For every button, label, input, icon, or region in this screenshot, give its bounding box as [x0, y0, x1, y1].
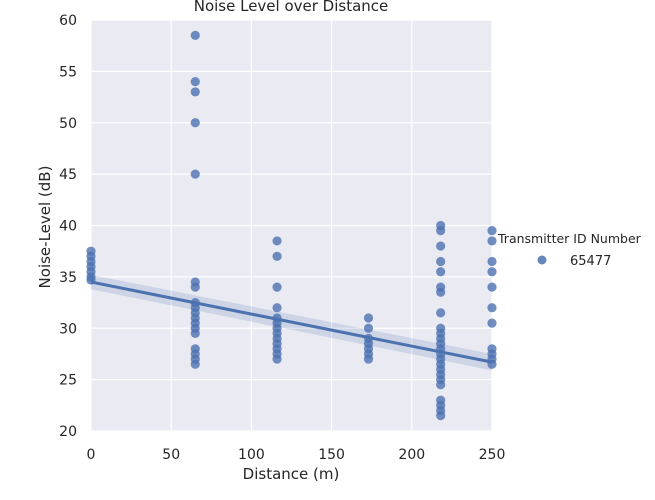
x-tick-label: 250: [479, 447, 506, 463]
data-point: [363, 313, 374, 323]
data-point: [436, 308, 446, 318]
data-point: [487, 256, 497, 267]
data-point: [190, 30, 200, 41]
data-point: [487, 303, 497, 313]
y-tick-label: 50: [59, 116, 77, 132]
data-point: [487, 236, 497, 246]
data-point: [190, 282, 200, 292]
data-point: [190, 77, 200, 87]
x-tick-label: 200: [398, 447, 425, 463]
data-point: [190, 87, 200, 97]
y-tick-labels: 20 25 30 35 40 45 50 55 60: [59, 13, 77, 440]
data-point: [436, 241, 446, 251]
data-point: [436, 287, 446, 297]
regression-line-group: [90, 280, 493, 364]
y-tick-label: 55: [59, 64, 77, 80]
y-tick-label: 20: [59, 424, 77, 440]
data-point: [190, 169, 200, 179]
data-point: [436, 410, 446, 421]
legend-title: Transmitter ID Number: [497, 231, 642, 246]
data-point: [436, 267, 446, 277]
legend: Transmitter ID Number 65477: [497, 231, 642, 269]
data-point: [190, 359, 200, 369]
data-point: [272, 236, 282, 246]
data-point: [487, 318, 497, 328]
x-axis-label: Distance (m): [243, 465, 340, 483]
chart-title: Noise Level over Distance: [194, 0, 389, 15]
y-tick-label: 60: [59, 13, 77, 29]
y-tick-label: 40: [59, 219, 77, 235]
data-point: [487, 282, 497, 292]
data-point: [272, 303, 282, 313]
data-point: [272, 251, 282, 261]
data-point: [436, 226, 446, 236]
data-point: [487, 359, 497, 369]
data-point: [190, 118, 200, 128]
y-tick-label: 25: [59, 373, 77, 389]
y-axis-label: Noise-Level (dB): [36, 166, 54, 289]
legend-label: 65477: [570, 254, 611, 269]
x-tick-labels: 0 50 100 150 200 250: [87, 447, 506, 463]
scatter-points: [86, 30, 497, 421]
data-point: [436, 256, 446, 267]
y-tick-label: 35: [59, 270, 77, 286]
x-tick-label: 0: [87, 447, 96, 463]
x-tick-label: 150: [318, 447, 345, 463]
data-point: [487, 226, 497, 236]
grid-lines: [90, 19, 493, 432]
y-tick-label: 30: [59, 321, 77, 337]
legend-marker: [537, 255, 547, 265]
data-point: [272, 282, 282, 292]
x-tick-label: 50: [162, 447, 180, 463]
y-tick-label: 45: [59, 167, 77, 183]
data-point: [487, 267, 497, 277]
data-point: [190, 328, 200, 338]
data-point: [86, 275, 96, 285]
regression-line: [90, 280, 493, 364]
data-point: [436, 380, 446, 390]
data-point: [363, 323, 374, 333]
data-point: [272, 354, 282, 364]
data-point: [363, 354, 374, 364]
x-tick-label: 100: [238, 447, 265, 463]
